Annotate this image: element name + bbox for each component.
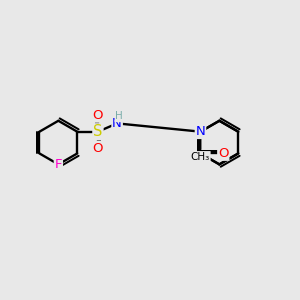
Text: O: O [93,142,103,154]
Text: S: S [93,124,103,139]
Text: F: F [55,158,62,171]
Text: N: N [112,117,122,130]
Text: O: O [93,109,103,122]
Text: CH₃: CH₃ [191,152,210,162]
Text: H: H [115,112,123,122]
Text: O: O [218,147,229,160]
Text: N: N [196,125,206,138]
